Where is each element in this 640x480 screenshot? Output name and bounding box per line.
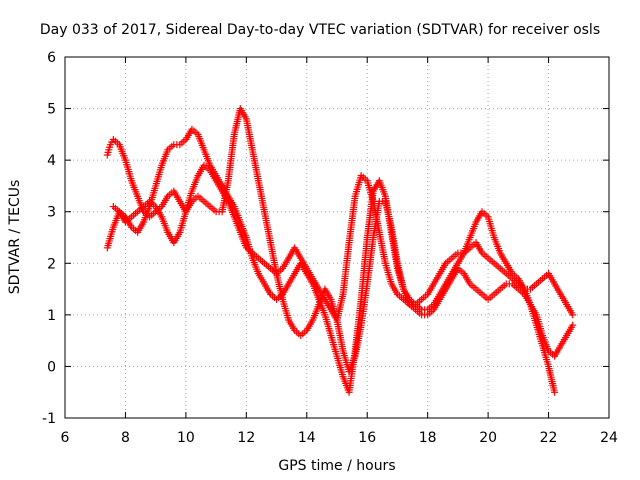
data-point	[569, 321, 577, 329]
x-tick-label: 16	[358, 430, 376, 446]
y-ticks: -1 0 1 2 3 4 5 6	[42, 50, 609, 427]
plot-frame	[64, 56, 610, 419]
y-tick-label: 3	[47, 205, 56, 221]
x-tick-label: 22	[540, 430, 558, 446]
x-tick-label: 10	[177, 430, 195, 446]
x-tick-label: 20	[479, 430, 497, 446]
y-tick-label: 2	[47, 256, 56, 272]
y-tick-label: 6	[47, 50, 56, 66]
y-tick-label: 1	[47, 308, 56, 324]
y-tick-label: 5	[47, 102, 56, 118]
x-ticks: 6 8 10 12 14 16 18 20 22 24	[61, 57, 618, 446]
y-tick-label: -1	[42, 411, 56, 427]
data-point	[569, 311, 577, 319]
chart-title: Day 033 of 2017, Sidereal Day-to-day VTE…	[40, 22, 600, 38]
x-tick-label: 6	[61, 430, 70, 446]
x-tick-label: 24	[600, 430, 618, 446]
data-points	[103, 105, 577, 396]
x-tick-label: 18	[419, 430, 437, 446]
y-tick-label: 0	[47, 359, 56, 375]
x-tick-label: 12	[237, 430, 255, 446]
y-tick-label: 4	[47, 153, 56, 169]
y-axis-label: SDTVAR / TECUs	[7, 180, 23, 295]
data-point	[551, 388, 559, 396]
x-tick-label: 8	[121, 430, 130, 446]
x-tick-label: 14	[298, 430, 316, 446]
x-axis-label: GPS time / hours	[278, 458, 395, 474]
